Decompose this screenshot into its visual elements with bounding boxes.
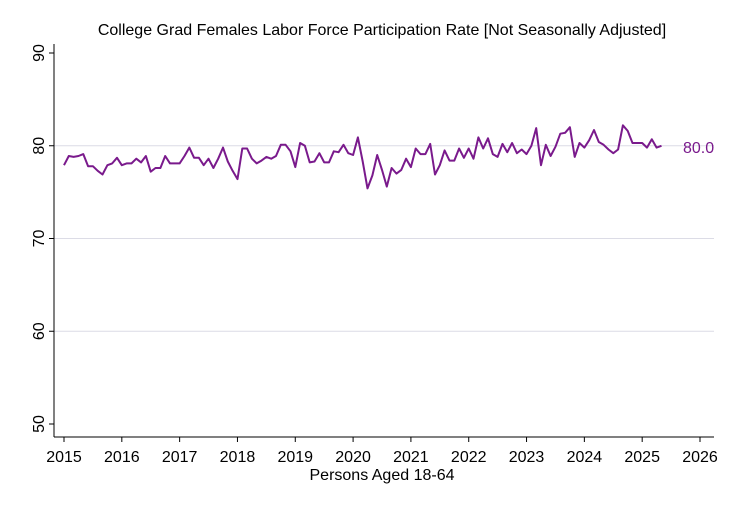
series-layer (63, 124, 662, 190)
y-ticks: 50 60 70 80 90 (31, 44, 54, 433)
x-tick-label: 2025 (624, 449, 660, 466)
y-tick-label: 80 (31, 137, 48, 155)
x-tick-label: 2026 (682, 449, 718, 466)
x-tick-label: 2022 (451, 449, 487, 466)
chart-title: College Grad Females Labor Force Partici… (98, 22, 666, 39)
x-tick-label: 2015 (46, 449, 82, 466)
x-tick-label: 2023 (509, 449, 545, 466)
x-ticks: 2015 2016 2017 2018 2019 2020 2021 2022 2023 2024… (46, 437, 718, 466)
x-tick-label: 2024 (567, 449, 603, 466)
x-tick-label: 2017 (162, 449, 198, 466)
y-tick-label: 50 (31, 415, 48, 433)
x-tick-label: 2021 (393, 449, 429, 466)
series-line (63, 124, 662, 190)
x-tick-label: 2016 (104, 449, 140, 466)
y-tick-label: 60 (31, 322, 48, 340)
x-axis-label: Persons Aged 18-64 (310, 467, 455, 484)
axes (53, 44, 714, 438)
y-tick-label: 90 (31, 44, 48, 62)
x-tick-label: 2018 (220, 449, 256, 466)
last-value-label: 80.0 (683, 140, 714, 157)
x-tick-label: 2020 (335, 449, 371, 466)
x-tick-label: 2019 (277, 449, 313, 466)
y-tick-label: 70 (31, 230, 48, 248)
